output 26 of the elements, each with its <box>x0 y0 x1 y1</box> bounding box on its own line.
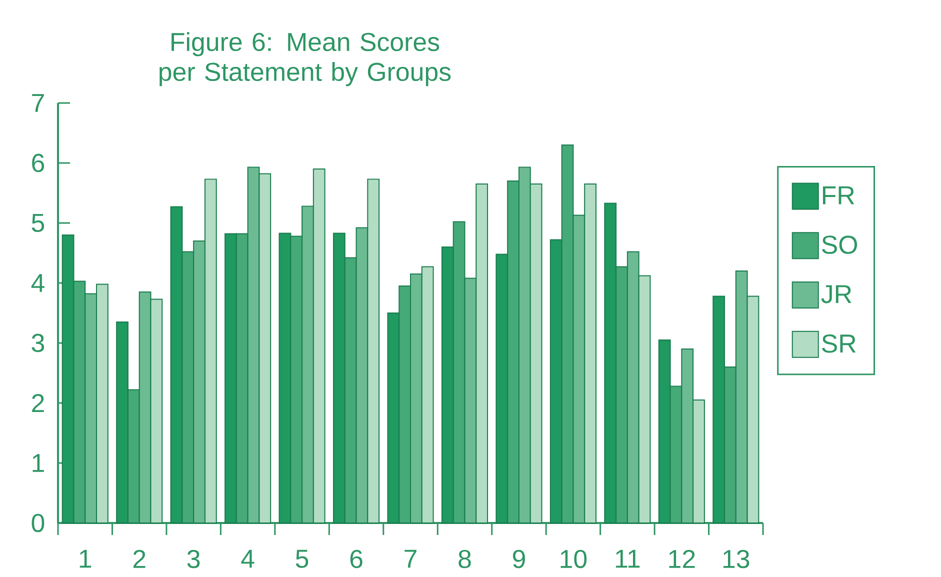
legend-label: JR <box>821 285 852 304</box>
y-tick-label: 0 <box>32 514 44 532</box>
legend-label: FR <box>822 186 854 204</box>
x-tick-label: 3 <box>187 550 200 568</box>
x-tick-label: 5 <box>296 550 308 568</box>
y-tick-label: 1 <box>32 454 44 472</box>
legend-label: SO <box>822 236 858 254</box>
x-tick-label: 6 <box>350 550 362 568</box>
y-tick-label: 7 <box>32 94 44 112</box>
x-tick-label: 4 <box>241 550 254 568</box>
x-tick-label: 2 <box>133 550 146 568</box>
y-tick-label: 5 <box>32 214 44 232</box>
x-tick-label: 8 <box>458 550 471 568</box>
y-tick-label: 6 <box>32 154 44 172</box>
y-tick-label: 2 <box>32 394 44 412</box>
x-tick-label: 13 <box>723 550 750 568</box>
y-tick-label: 3 <box>32 334 44 352</box>
x-tick-label: 11 <box>616 550 640 568</box>
x-tick-label: 10 <box>560 550 587 568</box>
x-tick-label: 12 <box>669 550 695 568</box>
y-tick-label: 4 <box>31 274 44 292</box>
chart-title: Figure 6: Mean Scores per Statement by Groups <box>160 32 451 86</box>
x-tick-label: 9 <box>512 550 525 568</box>
x-tick-label: 7 <box>404 550 416 568</box>
x-tick-label: 1 <box>80 550 92 568</box>
legend-label: SR <box>822 334 856 353</box>
